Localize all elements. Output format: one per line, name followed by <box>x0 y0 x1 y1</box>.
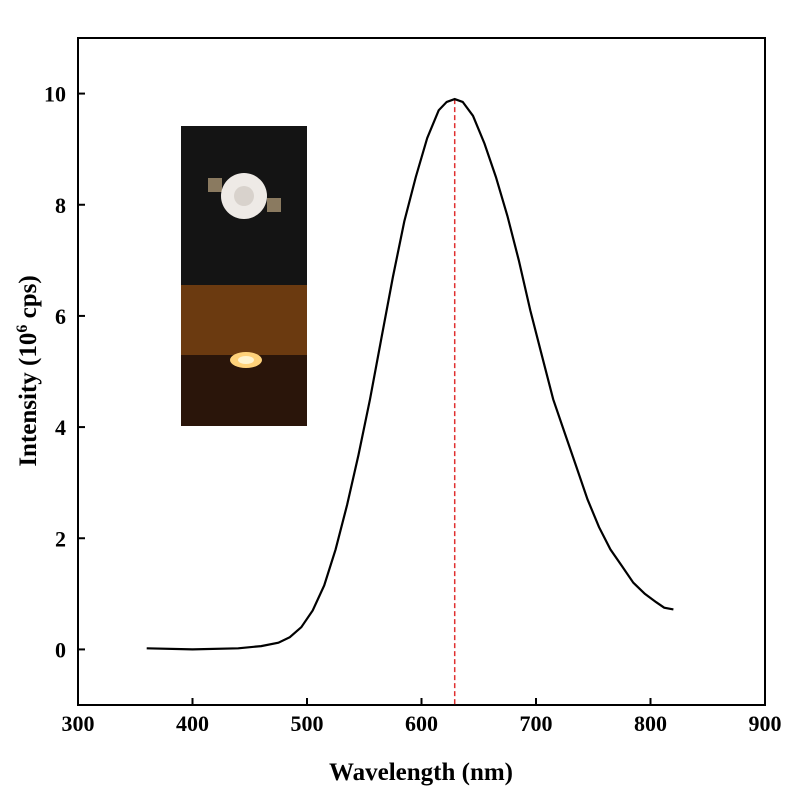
y-tick-label: 8 <box>55 193 66 218</box>
y-tick-label: 0 <box>55 637 66 662</box>
y-tick-label: 10 <box>44 82 66 107</box>
x-tick-label: 300 <box>62 711 95 736</box>
x-tick-label: 700 <box>520 711 553 736</box>
x-tick-label: 800 <box>634 711 667 736</box>
y-axis-label: Intensity (106 cps) <box>14 275 42 466</box>
series-emission-line <box>146 97 674 651</box>
x-tick-label: 600 <box>405 711 438 736</box>
y-tick-label: 2 <box>55 526 66 551</box>
x-axis-label: Wavelength (nm) <box>329 759 513 786</box>
inset-photos <box>181 126 307 426</box>
y-tick-label: 4 <box>55 415 66 440</box>
x-tick-label: 400 <box>176 711 209 736</box>
x-tick-label: 900 <box>749 711 782 736</box>
x-tick-label: 500 <box>291 711 324 736</box>
y-tick-label: 6 <box>55 304 66 329</box>
